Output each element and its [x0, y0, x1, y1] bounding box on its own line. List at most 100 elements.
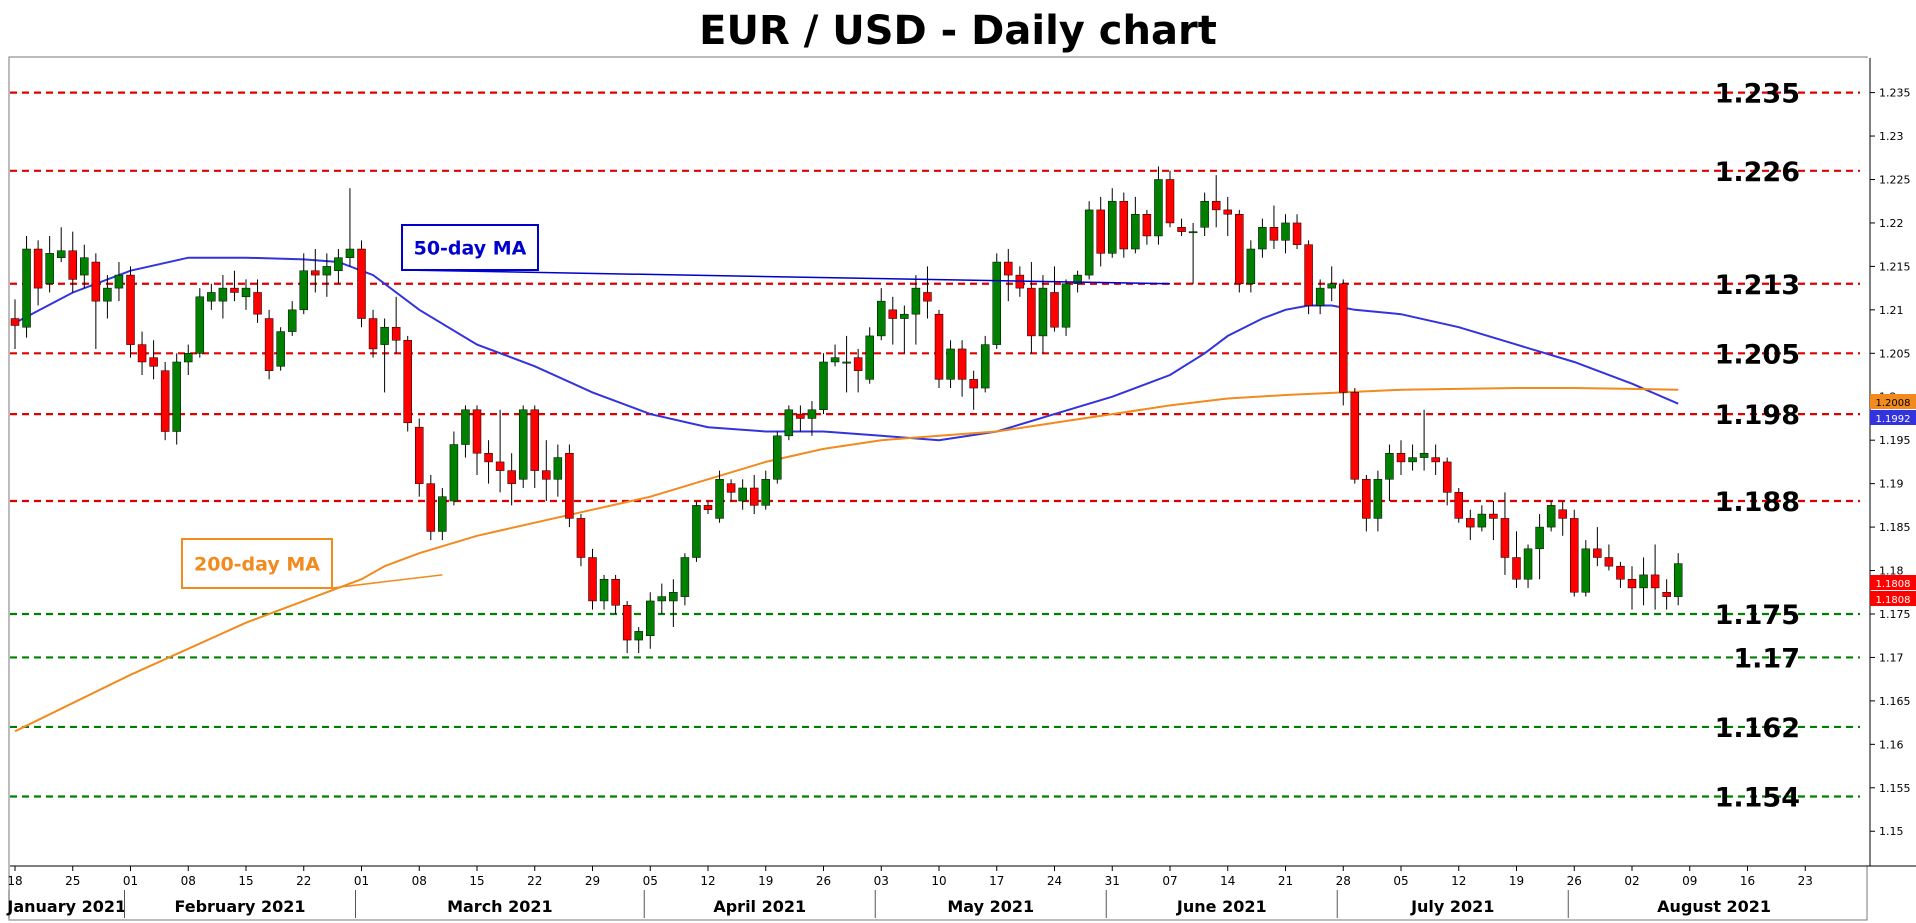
- x-tick-label: 03: [874, 874, 889, 888]
- month-label: August 2021: [1657, 897, 1771, 916]
- candle-down: [149, 357, 158, 367]
- candle-up: [1408, 457, 1417, 463]
- candle-down: [588, 557, 597, 602]
- candle-up: [773, 435, 782, 480]
- month-label: May 2021: [947, 897, 1034, 916]
- candle-down: [495, 461, 505, 471]
- candle-up: [819, 361, 828, 411]
- candle-up: [911, 287, 921, 315]
- candle-up: [299, 270, 308, 311]
- candle-up: [195, 296, 205, 354]
- candle-down: [565, 452, 574, 519]
- candle-up: [438, 496, 447, 532]
- x-tick-label: 23: [1798, 874, 1813, 888]
- candle-up: [22, 248, 31, 328]
- annotation-leader: [401, 269, 1171, 285]
- candle-down: [853, 357, 863, 371]
- candle-down: [1119, 200, 1129, 250]
- candle-down: [622, 605, 632, 641]
- x-axis: 18 25 01 08 15 22 01 08 15 22 29 05 12 19 26 03 10 17 24 31…: [6, 866, 1813, 918]
- candle-down: [1396, 452, 1406, 463]
- candle-up: [103, 287, 112, 302]
- candle-up: [345, 248, 355, 258]
- candle-up: [449, 444, 459, 502]
- candle-up: [1188, 231, 1198, 234]
- candle-down: [264, 318, 274, 371]
- candle-up: [1131, 214, 1140, 250]
- price-tag-label: 1.1808: [1876, 579, 1911, 590]
- candle-up: [1419, 452, 1429, 458]
- candle-up: [1477, 513, 1487, 528]
- y-tick-label: 1.19: [1879, 478, 1904, 491]
- candle-up: [1084, 209, 1094, 276]
- candle-up: [1581, 548, 1591, 593]
- x-tick-label: 29: [585, 874, 600, 888]
- y-tick-label: 1.18: [1879, 565, 1904, 578]
- candle-down: [1269, 227, 1279, 241]
- month-label: July 2021: [1410, 897, 1494, 916]
- x-tick-label: 05: [643, 874, 658, 888]
- candle-up: [865, 335, 874, 380]
- candle-up: [1200, 200, 1209, 228]
- level-label: 1.154: [1715, 782, 1800, 813]
- candle-up: [1385, 452, 1394, 480]
- y-tick-label: 1.155: [1879, 782, 1911, 795]
- candle-up: [738, 487, 747, 502]
- candle-up: [114, 274, 124, 289]
- candle-down: [1004, 261, 1013, 276]
- candle-up: [45, 253, 54, 285]
- candle-down: [253, 292, 262, 315]
- price-tag-label: 1.2008: [1876, 398, 1911, 409]
- month-label: January 2021: [6, 897, 126, 916]
- candle-down: [1165, 179, 1175, 224]
- candle-up: [1281, 222, 1290, 241]
- candle-down: [611, 578, 620, 606]
- x-tick-label: 22: [296, 874, 311, 888]
- x-tick-label: 15: [469, 874, 484, 888]
- candle-down: [1442, 461, 1452, 493]
- candle-down: [957, 348, 967, 380]
- x-tick-label: 22: [527, 874, 542, 888]
- candle-down: [1466, 518, 1475, 528]
- y-tick-label: 1.185: [1879, 521, 1911, 534]
- y-tick-label: 1.215: [1879, 260, 1911, 273]
- candle-up: [1038, 287, 1048, 337]
- x-tick-label: 17: [989, 874, 1004, 888]
- candle-up: [634, 631, 643, 641]
- y-tick-label: 1.175: [1879, 608, 1911, 621]
- candle-up: [980, 344, 990, 389]
- candle-up: [1673, 563, 1683, 597]
- y-tick-label: 1.17: [1879, 651, 1904, 664]
- month-label: March 2021: [447, 897, 553, 916]
- x-tick-label: 05: [1393, 874, 1408, 888]
- candle-down: [10, 318, 20, 326]
- candle-down: [1627, 578, 1637, 589]
- x-tick-label: 14: [1220, 874, 1235, 888]
- candle-down: [1604, 557, 1614, 567]
- price-tag-label: 1.1808: [1876, 595, 1911, 606]
- y-tick-label: 1.195: [1879, 434, 1911, 447]
- y-tick-label: 1.165: [1879, 695, 1911, 708]
- candles-layer: [10, 166, 1683, 654]
- x-tick-label: 02: [1624, 874, 1639, 888]
- candle-down: [368, 318, 378, 350]
- price-tag: [1870, 394, 1916, 409]
- candle-down: [1235, 214, 1244, 285]
- candle-down: [391, 326, 401, 341]
- candle-down: [1223, 209, 1232, 215]
- candle-up: [1523, 548, 1533, 580]
- x-tick-label: 19: [1509, 874, 1524, 888]
- candle-down: [923, 292, 932, 302]
- candle-up: [1639, 574, 1648, 589]
- month-label: February 2021: [174, 897, 305, 916]
- candle-down: [749, 487, 759, 506]
- candle-up: [184, 353, 193, 363]
- annotation-label: 50-day MA: [414, 238, 527, 260]
- candle-down: [703, 505, 713, 510]
- candle-up: [80, 257, 89, 276]
- candle-down: [1512, 557, 1521, 580]
- candle-down: [1662, 592, 1671, 597]
- candle-up: [461, 409, 470, 445]
- level-label: 1.235: [1715, 79, 1800, 110]
